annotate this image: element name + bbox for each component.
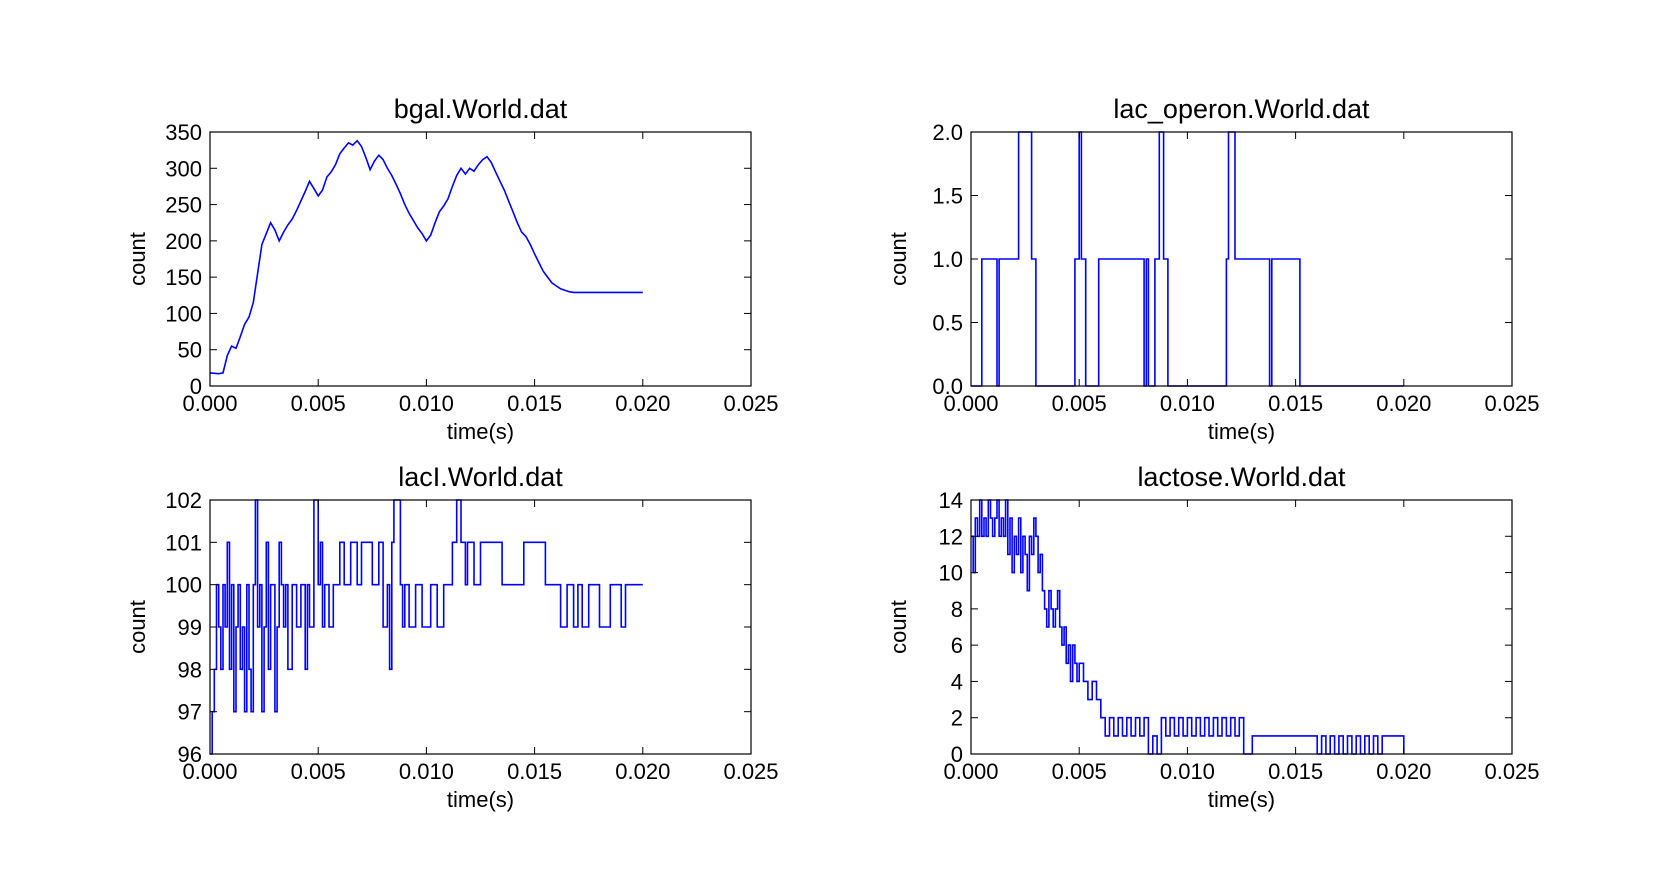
x-tick-label: 0.005 (1052, 759, 1107, 784)
y-tick-label: 350 (165, 120, 202, 145)
y-tick-label: 2 (951, 706, 963, 731)
x-tick-label: 0.025 (1484, 759, 1539, 784)
x-tick-label: 0.000 (182, 759, 237, 784)
y-tick-label: 102 (165, 488, 202, 513)
y-axis-label: count (886, 600, 911, 654)
x-axis-label: time(s) (1208, 787, 1275, 812)
x-tick-label: 0.015 (1268, 391, 1323, 416)
x-tick-label: 0.020 (615, 759, 670, 784)
x-tick-label: 0.000 (943, 759, 998, 784)
y-tick-label: 101 (165, 530, 202, 555)
y-tick-label: 4 (951, 669, 963, 694)
x-tick-label: 0.015 (1268, 759, 1323, 784)
y-tick-label: 99 (178, 615, 202, 640)
x-tick-label: 0.005 (1052, 391, 1107, 416)
x-axis-label: time(s) (447, 787, 514, 812)
y-tick-label: 0.5 (932, 311, 963, 336)
series-line (971, 131, 1404, 387)
series-line (971, 499, 1405, 755)
y-tick-label: 300 (165, 156, 202, 181)
y-tick-label: 97 (178, 700, 202, 725)
plot-bgal: 0.000 0.005 0.010 0.015 0.020 0.025 0 50 100 150 2… (125, 94, 779, 444)
y-tick-label: 100 (165, 573, 202, 598)
x-tick-label: 0.025 (723, 759, 778, 784)
y-tick-label: 1.5 (932, 184, 963, 209)
x-tick-label: 0.010 (399, 391, 454, 416)
y-tick-label: 0.0 (932, 374, 963, 399)
y-tick-label: 200 (165, 229, 202, 254)
y-axis-label: count (125, 600, 150, 654)
chart-title: lac_operon.World.dat (1113, 94, 1370, 124)
x-tick-label: 0.000 (182, 391, 237, 416)
y-tick-label: 150 (165, 265, 202, 290)
x-tick-label: 0.010 (399, 759, 454, 784)
x-axis-label: time(s) (1208, 419, 1275, 444)
x-tick-label: 0.020 (1376, 391, 1431, 416)
x-tick-label: 0.020 (1376, 759, 1431, 784)
plot-laci: 0.000 0.005 0.010 0.015 0.020 0.025 96 97 98 99 10… (125, 462, 779, 812)
y-tick-label: 250 (165, 193, 202, 218)
x-tick-label: 0.015 (507, 759, 562, 784)
y-tick-label: 98 (178, 657, 202, 682)
chart-title: lacI.World.dat (398, 462, 563, 492)
y-tick-label: 2.0 (932, 120, 963, 145)
y-tick-label: 1.0 (932, 247, 963, 272)
axes-frame (970, 499, 1513, 755)
x-tick-label: 0.015 (507, 391, 562, 416)
y-tick-label: 6 (951, 633, 963, 658)
x-axis-label: time(s) (447, 419, 514, 444)
plot-lactose: 0.000 0.005 0.010 0.015 0.020 0.025 0 2 4 6 8 10 12 1… (886, 462, 1540, 812)
x-tick-label: 0.010 (1160, 759, 1215, 784)
x-tick-label: 0.005 (291, 391, 346, 416)
x-tick-label: 0.025 (723, 391, 778, 416)
x-tick-label: 0.025 (1484, 391, 1539, 416)
y-tick-label: 10 (939, 561, 963, 586)
y-tick-label: 96 (178, 742, 202, 767)
x-tick-label: 0.000 (943, 391, 998, 416)
x-tick-label: 0.010 (1160, 391, 1215, 416)
y-tick-label: 0 (951, 742, 963, 767)
y-tick-label: 12 (939, 524, 963, 549)
x-tick-label: 0.020 (615, 391, 670, 416)
y-tick-label: 100 (165, 301, 202, 326)
y-tick-label: 50 (178, 338, 202, 363)
series-line (210, 499, 643, 755)
series-line (209, 139, 643, 375)
y-tick-label: 14 (939, 488, 963, 513)
y-axis-label: count (886, 232, 911, 286)
axes-frame (209, 131, 752, 387)
chart-title: lactose.World.dat (1137, 462, 1346, 492)
axes-frame (209, 499, 752, 755)
y-tick-label: 0 (190, 374, 202, 399)
y-tick-label: 8 (951, 597, 963, 622)
plot-lac-operon: 0.000 0.005 0.010 0.015 0.020 0.025 0.0 0.5 1.0 1… (886, 94, 1540, 444)
chart-title: bgal.World.dat (394, 94, 568, 124)
x-tick-label: 0.005 (291, 759, 346, 784)
y-axis-label: count (125, 232, 150, 286)
